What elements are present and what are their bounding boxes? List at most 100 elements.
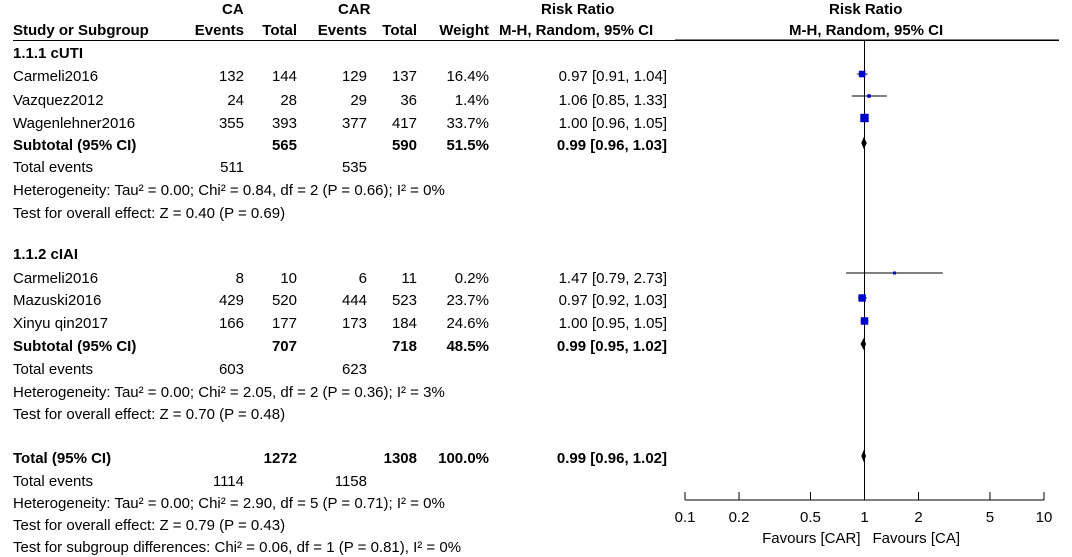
study-point: [867, 94, 871, 98]
x-tick-label: 2: [914, 509, 922, 526]
heterogeneity-text: Heterogeneity: Tau² = 0.00; Chi² = 0.84,…: [13, 182, 445, 199]
risk-ratio-ci: 1.00 [0.95, 1.05]: [558, 315, 667, 332]
overall-weight: 100.0%: [438, 450, 489, 467]
subtotal-car-total: 718: [391, 338, 417, 355]
risk-ratio-ci: 0.97 [0.92, 1.03]: [558, 292, 667, 309]
study-point: [893, 271, 897, 275]
ca-total: 28: [280, 92, 297, 109]
x-tick-label: 0.2: [729, 509, 750, 526]
heterogeneity-text: Heterogeneity: Tau² = 0.00; Chi² = 2.90,…: [13, 495, 445, 512]
x-tick-label: 1: [860, 509, 868, 526]
header-method: M-H, Random, 95% CI: [499, 22, 654, 39]
study-name: Vazquez2012: [13, 92, 104, 109]
car-events: 129: [341, 68, 367, 85]
subtotal-label: Subtotal (95% CI): [13, 338, 137, 355]
total-events-car: 1158: [334, 473, 367, 490]
weight: 24.6%: [446, 315, 489, 332]
risk-ratio-ci: 0.97 [0.91, 1.04]: [558, 68, 667, 85]
subgroup-title: 1.1.2 cIAI: [13, 246, 79, 263]
ca-total: 520: [271, 292, 297, 309]
car-total: 137: [391, 68, 417, 85]
car-events: 6: [358, 270, 367, 287]
weight: 0.2%: [454, 270, 489, 287]
car-events: 173: [341, 315, 367, 332]
x-tick-label: 5: [986, 509, 994, 526]
car-events: 444: [341, 292, 367, 309]
subgroup-differences-text: Test for subgroup differences: Chi² = 0.…: [13, 539, 462, 556]
study-name: Xinyu qin2017: [13, 315, 109, 332]
total-events-car: 623: [341, 361, 367, 378]
forest-plot: 0.1 0.2 0.5 1 2 5 10 Favours [CAR] Favours [CA]: [675, 39, 1059, 547]
weight: 1.4%: [454, 92, 489, 109]
subtotal-weight: 51.5%: [446, 137, 489, 154]
ca-total: 393: [271, 115, 297, 132]
weight: 16.4%: [446, 68, 489, 85]
x-tick-label: 0.1: [675, 509, 695, 526]
study-name: Carmeli2016: [13, 270, 99, 287]
subtotal-ci: 0.99 [0.96, 1.03]: [556, 137, 667, 154]
car-total: 11: [401, 270, 417, 287]
overall-effect-text: Test for overall effect: Z = 0.40 (P = 0…: [13, 205, 286, 222]
overall-ci: 0.99 [0.96, 1.02]: [556, 450, 667, 467]
car-total: 417: [391, 115, 417, 132]
header-total-ca: Total: [262, 22, 297, 39]
header-car: CAR: [338, 1, 371, 18]
header-events-car: Events: [317, 22, 367, 39]
overall-effect-text: Test for overall effect: Z = 0.79 (P = 0…: [13, 517, 286, 534]
risk-ratio-ci: 1.06 [0.85, 1.33]: [558, 92, 667, 109]
car-events: 377: [341, 115, 367, 132]
car-total: 36: [400, 92, 417, 109]
overall-effect-text: Test for overall effect: Z = 0.70 (P = 0…: [13, 406, 286, 423]
car-events: 29: [350, 92, 367, 109]
ca-events: 166: [218, 315, 244, 332]
overall-car-total: 1308: [383, 450, 417, 467]
subtotal-ca-total: 565: [271, 137, 297, 154]
subtotal-ca-total: 707: [271, 338, 297, 355]
ca-total: 144: [271, 68, 297, 85]
plot-title: Risk Ratio: [829, 1, 903, 18]
pooled-diamond: [860, 338, 867, 350]
header-total-car: Total: [382, 22, 417, 39]
heterogeneity-text: Heterogeneity: Tau² = 0.00; Chi² = 2.05,…: [13, 384, 445, 401]
ca-total: 10: [280, 270, 297, 287]
total-events-car: 535: [341, 159, 367, 176]
total-events-label: Total events: [13, 159, 94, 176]
total-events-ca: 603: [218, 361, 244, 378]
subtotal-weight: 48.5%: [446, 338, 489, 355]
risk-ratio-ci: 1.47 [0.79, 2.73]: [558, 270, 667, 287]
header-study-col: Study or Subgroup: [13, 22, 149, 39]
ca-events: 429: [218, 292, 244, 309]
car-total: 184: [391, 315, 417, 332]
overall-ca-total: 1272: [263, 450, 297, 467]
study-point: [858, 294, 866, 302]
pooled-diamond: [861, 450, 867, 462]
header-weight: Weight: [439, 22, 489, 39]
header-ca: CA: [222, 1, 244, 18]
study-name: Wagenlehner2016: [13, 115, 136, 132]
study-name: Carmeli2016: [13, 68, 99, 85]
overall-label: Total (95% CI): [13, 450, 112, 467]
car-total: 523: [391, 292, 417, 309]
ca-total: 177: [271, 315, 297, 332]
ca-events: 24: [227, 92, 244, 109]
favours-left-label: Favours [CAR]: [762, 530, 860, 547]
subtotal-label: Subtotal (95% CI): [13, 137, 137, 154]
study-point: [858, 70, 866, 78]
header-events-ca: Events: [194, 22, 244, 39]
study-point: [860, 113, 869, 123]
weight: 23.7%: [446, 292, 489, 309]
subtotal-car-total: 590: [391, 137, 417, 154]
total-events-label: Total events: [13, 473, 94, 490]
weight: 33.7%: [446, 115, 489, 132]
total-events-ca: 511: [220, 159, 244, 176]
ca-events: 355: [218, 115, 244, 132]
plot-method: M-H, Random, 95% CI: [789, 22, 944, 39]
pooled-diamond: [861, 137, 867, 149]
subgroup-title: 1.1.1 cUTI: [13, 45, 84, 62]
total-events-ca: 1114: [212, 473, 244, 490]
header-risk-ratio: Risk Ratio: [541, 1, 615, 18]
ca-events: 132: [218, 68, 244, 85]
total-events-label: Total events: [13, 361, 94, 378]
favours-right-label: Favours [CA]: [873, 530, 961, 547]
ca-events: 8: [235, 270, 244, 287]
